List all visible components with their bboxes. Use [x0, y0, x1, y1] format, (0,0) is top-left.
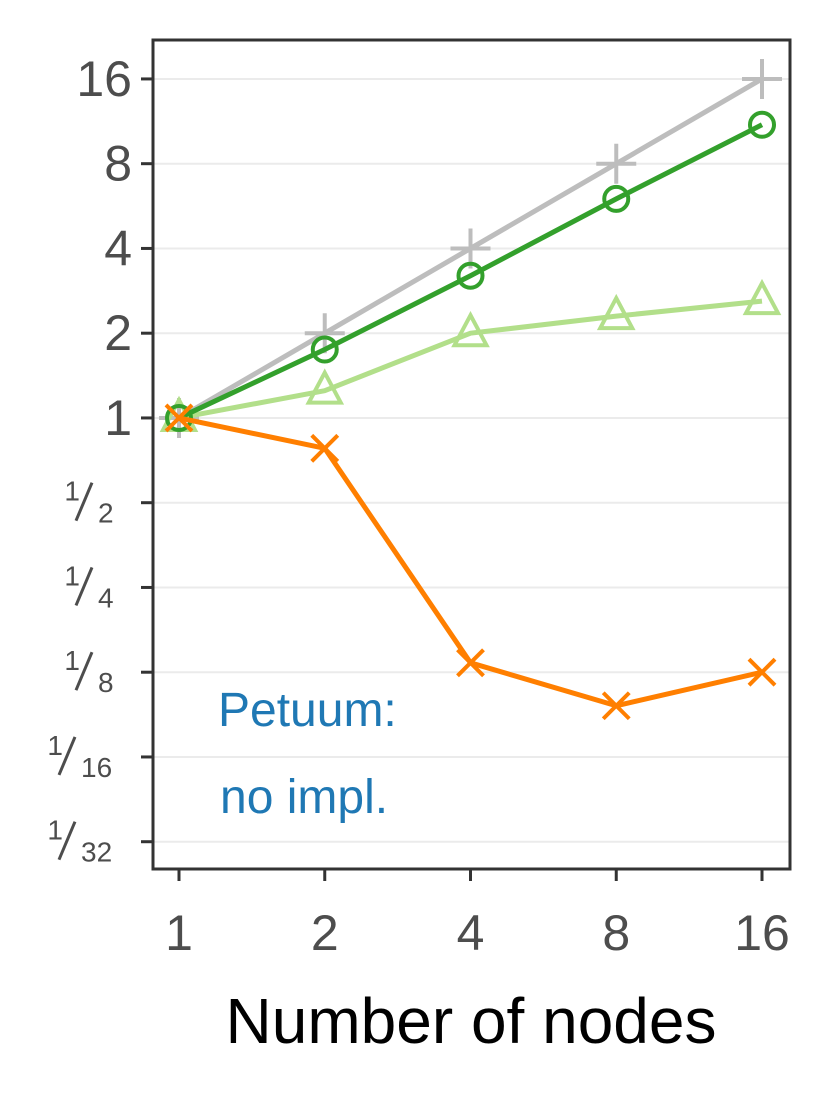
x-tick-label: 1: [165, 905, 193, 961]
series-plus: [159, 58, 782, 438]
series-circle: [165, 110, 776, 432]
annotation-line-1: Petuum:: [218, 684, 397, 737]
y-tick-label: 16: [76, 51, 132, 107]
y-tick-denominator: 16: [81, 752, 112, 783]
y-tick-label: 1 32: [47, 815, 112, 868]
annotation-line-2: no impl.: [220, 771, 388, 824]
y-tick-fraction-slash: [57, 736, 77, 776]
data-point: [601, 691, 631, 721]
series-cross: [164, 403, 777, 721]
y-tick-label: 1 16: [47, 730, 112, 783]
data-point: [747, 657, 777, 687]
y-tick-fraction-slash: [57, 821, 77, 861]
x-tick-label: 16: [734, 905, 790, 961]
x-tick-label: 8: [602, 905, 630, 961]
y-tick-numerator: 1: [47, 730, 63, 761]
data-point: [164, 403, 194, 433]
y-tick-label: 18: [64, 645, 113, 698]
y-tick-label: 14: [64, 560, 113, 613]
y-tick-fraction-slash: [74, 482, 94, 522]
data-point: [742, 278, 782, 316]
annotation: Petuum: no impl.: [218, 684, 397, 824]
data-point: [456, 261, 485, 290]
data-point: [596, 293, 636, 331]
x-tick-label: 4: [457, 905, 485, 961]
data-point: [742, 58, 782, 99]
y-tick-fraction-slash: [74, 651, 94, 691]
y-tick-label: 8: [104, 136, 132, 192]
y-tick-numerator: 1: [64, 560, 80, 591]
data-point: [304, 313, 345, 354]
x-axis-title: Number of nodes: [226, 985, 717, 1057]
y-tick-denominator: 4: [98, 582, 114, 613]
series-line: [177, 122, 764, 421]
x-tick-label: 2: [311, 905, 339, 961]
y-tick-label: 12: [64, 476, 113, 529]
data-point: [602, 184, 631, 213]
data-point: [451, 310, 490, 348]
y-tick-numerator: 1: [64, 476, 80, 507]
series-layer: [159, 58, 782, 721]
plot-background: [153, 40, 790, 869]
y-tick-denominator: 2: [98, 498, 114, 529]
y-tick-fraction-slash: [74, 566, 94, 607]
y-tick-denominator: 32: [81, 837, 112, 868]
y-tick-label: 4: [104, 220, 132, 276]
y-tick-denominator: 8: [98, 667, 114, 698]
y-tick-label: 1: [104, 390, 132, 446]
y-tick-numerator: 1: [64, 645, 80, 676]
y-tick-numerator: 1: [47, 815, 63, 846]
y-tick-label: 2: [104, 305, 132, 361]
data-point: [748, 110, 776, 139]
data-point: [456, 648, 485, 678]
data-point: [305, 368, 345, 405]
data-point: [310, 433, 340, 463]
data-point: [310, 335, 339, 364]
series-line: [178, 298, 763, 421]
data-point: [596, 143, 637, 184]
series-triangle: [159, 278, 782, 432]
